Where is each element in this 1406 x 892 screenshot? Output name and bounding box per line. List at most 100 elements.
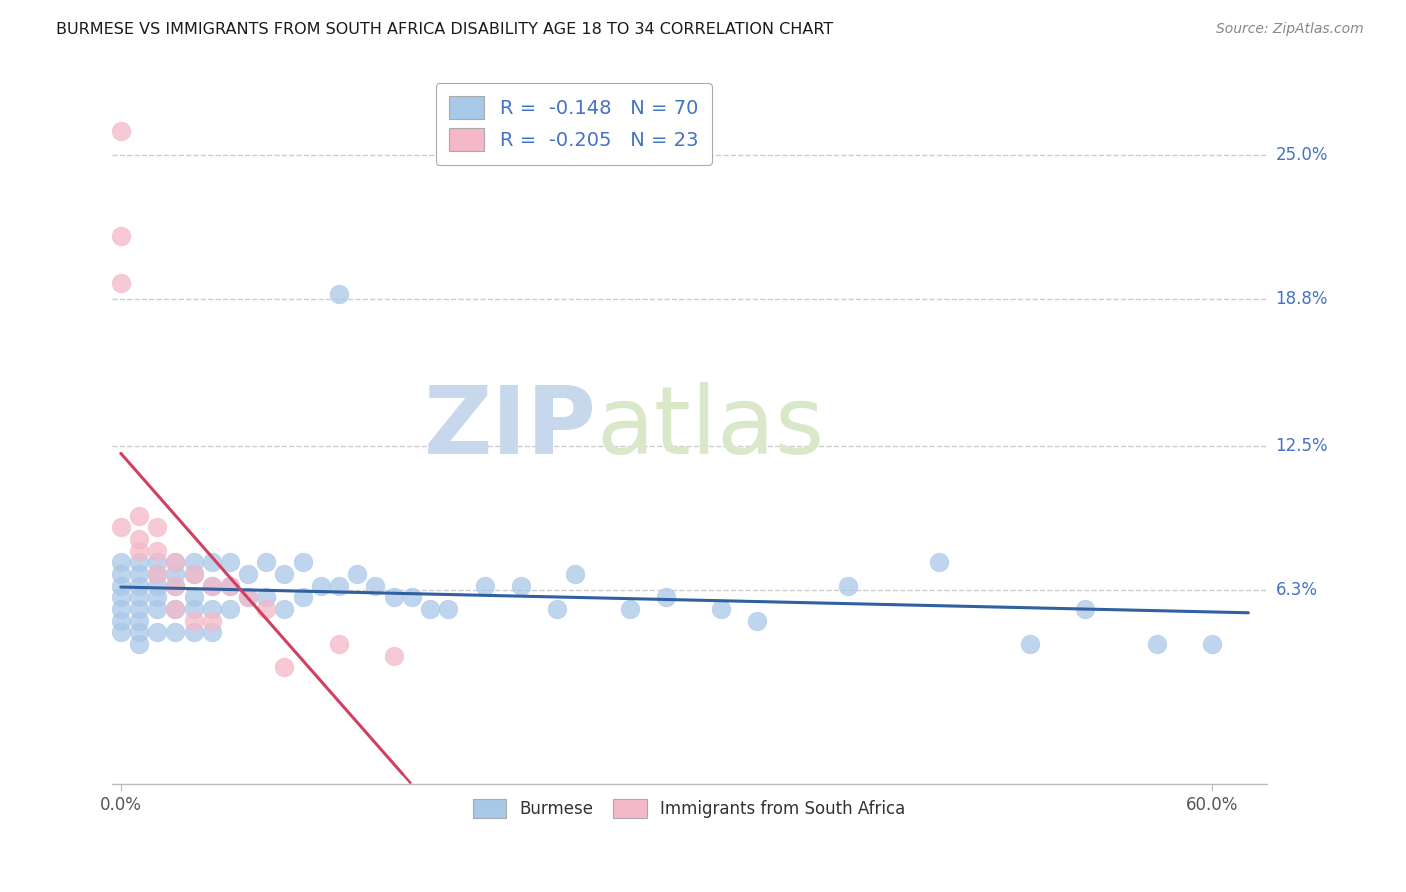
Point xyxy=(183,567,205,582)
Point xyxy=(110,520,132,534)
Point xyxy=(165,579,187,593)
Point xyxy=(219,579,242,593)
Point xyxy=(219,579,242,593)
Point xyxy=(128,591,150,605)
Point xyxy=(219,602,242,616)
Point xyxy=(128,637,150,651)
Point xyxy=(183,591,205,605)
Point xyxy=(1201,637,1223,651)
Point xyxy=(346,567,368,582)
Point xyxy=(165,567,187,582)
Point xyxy=(1146,637,1168,651)
Point xyxy=(110,276,132,290)
Point xyxy=(546,602,568,616)
Point xyxy=(509,579,531,593)
Text: 12.5%: 12.5% xyxy=(1275,437,1329,455)
Point xyxy=(747,614,769,628)
Point xyxy=(291,591,314,605)
Point xyxy=(146,567,169,582)
Point xyxy=(291,555,314,569)
Point xyxy=(236,591,259,605)
Point xyxy=(928,555,950,569)
Point xyxy=(146,602,169,616)
Point xyxy=(655,591,678,605)
Point xyxy=(110,625,132,640)
Point xyxy=(183,602,205,616)
Point xyxy=(254,602,277,616)
Point xyxy=(201,555,224,569)
Point xyxy=(382,648,405,663)
Point xyxy=(165,555,187,569)
Point xyxy=(110,591,132,605)
Point xyxy=(364,579,387,593)
Point xyxy=(254,591,277,605)
Point xyxy=(165,579,187,593)
Text: ZIP: ZIP xyxy=(423,383,596,475)
Point xyxy=(110,567,132,582)
Point xyxy=(110,602,132,616)
Text: 6.3%: 6.3% xyxy=(1275,582,1317,599)
Text: BURMESE VS IMMIGRANTS FROM SOUTH AFRICA DISABILITY AGE 18 TO 34 CORRELATION CHAR: BURMESE VS IMMIGRANTS FROM SOUTH AFRICA … xyxy=(56,22,834,37)
Point xyxy=(128,555,150,569)
Point xyxy=(309,579,332,593)
Point xyxy=(110,229,132,244)
Point xyxy=(146,543,169,558)
Point xyxy=(236,591,259,605)
Point xyxy=(110,124,132,138)
Text: 18.8%: 18.8% xyxy=(1275,290,1329,308)
Point xyxy=(165,602,187,616)
Point xyxy=(128,614,150,628)
Point xyxy=(110,579,132,593)
Point xyxy=(273,660,295,674)
Point xyxy=(110,555,132,569)
Point xyxy=(146,579,169,593)
Point xyxy=(328,637,350,651)
Point xyxy=(165,555,187,569)
Point xyxy=(382,591,405,605)
Text: 25.0%: 25.0% xyxy=(1275,145,1329,163)
Point xyxy=(165,602,187,616)
Point xyxy=(273,567,295,582)
Point xyxy=(710,602,733,616)
Point xyxy=(146,591,169,605)
Point xyxy=(146,555,169,569)
Point xyxy=(183,614,205,628)
Point xyxy=(328,287,350,301)
Point xyxy=(128,532,150,546)
Point xyxy=(474,579,496,593)
Point xyxy=(183,555,205,569)
Point xyxy=(219,555,242,569)
Point xyxy=(146,520,169,534)
Point xyxy=(128,508,150,523)
Point xyxy=(201,602,224,616)
Point xyxy=(146,625,169,640)
Point xyxy=(128,625,150,640)
Point xyxy=(254,555,277,569)
Point xyxy=(165,625,187,640)
Point xyxy=(201,579,224,593)
Point xyxy=(201,614,224,628)
Point xyxy=(1019,637,1042,651)
Point xyxy=(236,567,259,582)
Point xyxy=(837,579,859,593)
Point xyxy=(128,543,150,558)
Point xyxy=(201,625,224,640)
Point xyxy=(128,579,150,593)
Legend: Burmese, Immigrants from South Africa: Burmese, Immigrants from South Africa xyxy=(467,793,912,825)
Point xyxy=(183,625,205,640)
Point xyxy=(128,602,150,616)
Text: atlas: atlas xyxy=(596,383,825,475)
Point xyxy=(201,579,224,593)
Point xyxy=(1073,602,1095,616)
Point xyxy=(419,602,441,616)
Point xyxy=(437,602,460,616)
Point xyxy=(273,602,295,616)
Text: Source: ZipAtlas.com: Source: ZipAtlas.com xyxy=(1216,22,1364,37)
Point xyxy=(401,591,423,605)
Point xyxy=(146,567,169,582)
Point xyxy=(328,579,350,593)
Point xyxy=(183,567,205,582)
Point xyxy=(564,567,586,582)
Point xyxy=(619,602,641,616)
Point xyxy=(128,567,150,582)
